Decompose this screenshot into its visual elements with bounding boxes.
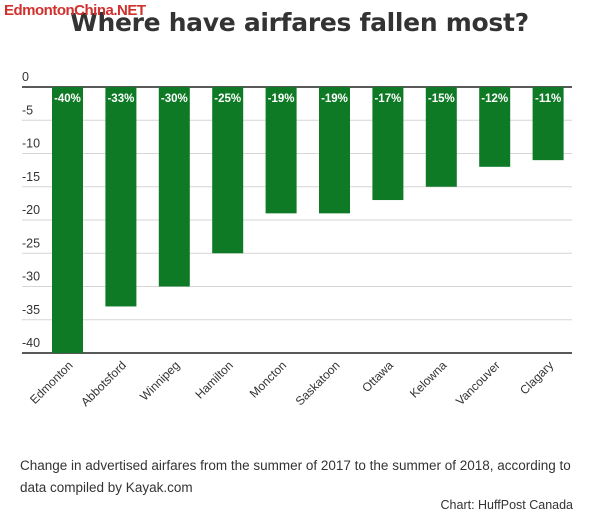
y-tick-label: -10 xyxy=(22,137,40,151)
bar xyxy=(105,87,137,307)
x-axis-ticks: Edmonton Abbotsford Winnipeg Hamilton Moncto… xyxy=(27,358,556,409)
bar xyxy=(319,87,350,214)
bar-value-label: -19% xyxy=(321,93,348,105)
y-tick-label: -35 xyxy=(22,303,40,317)
bar-value-label: -15% xyxy=(428,93,455,105)
bar-value-label: -25% xyxy=(214,93,241,105)
x-tick-label: Saskatoon xyxy=(293,358,343,408)
x-tick-label: Vancouver xyxy=(453,358,503,408)
y-tick-label: -30 xyxy=(22,270,40,284)
bar xyxy=(212,87,244,254)
watermark-logo: EdmontonChina.NET xyxy=(4,2,146,19)
x-tick-label: Moncton xyxy=(247,358,289,400)
bar-value-label: -17% xyxy=(374,93,401,105)
chart-title: Where have airfares fallen most? xyxy=(70,8,529,37)
bar xyxy=(52,87,83,353)
x-tick-label: Abbotsford xyxy=(78,358,129,409)
y-tick-label: -40 xyxy=(22,336,40,350)
x-tick-label: Clagary xyxy=(517,358,556,397)
bar-value-label: -33% xyxy=(107,93,134,105)
x-tick-label: Kelowna xyxy=(407,358,450,401)
bar-value-label: -30% xyxy=(161,93,188,105)
y-tick-label: -25 xyxy=(22,236,40,250)
y-tick-label: -5 xyxy=(22,103,33,117)
y-tick-label: 0 xyxy=(22,70,29,84)
bar xyxy=(532,87,564,161)
x-tick-label: Edmonton xyxy=(27,358,76,407)
bar xyxy=(158,87,190,287)
bar xyxy=(479,87,511,167)
chart-caption: Change in advertised airfares from the s… xyxy=(20,458,571,495)
x-tick-label: Ottawa xyxy=(359,358,396,395)
x-tick-label: Winnipeg xyxy=(137,358,182,403)
y-tick-label: -15 xyxy=(22,170,40,184)
bar-value-label: -12% xyxy=(481,93,508,105)
chart-source: Chart: HuffPost Canada xyxy=(440,498,573,512)
bar xyxy=(265,87,297,214)
x-tick-label: Hamilton xyxy=(192,358,235,401)
bars: -40% -33% -30% -25% -19% -19% -17% -15% -12% -11% xyxy=(52,87,564,353)
bar xyxy=(372,87,404,201)
y-tick-label: -20 xyxy=(22,203,40,217)
bar xyxy=(425,87,457,187)
bar-value-label: -19% xyxy=(268,93,295,105)
bar-value-label: -40% xyxy=(54,93,81,105)
y-axis-ticks: 0 -5 -10 -15 -20 -25 -30 -35 -40 xyxy=(22,70,40,350)
bar-value-label: -11% xyxy=(535,93,561,105)
